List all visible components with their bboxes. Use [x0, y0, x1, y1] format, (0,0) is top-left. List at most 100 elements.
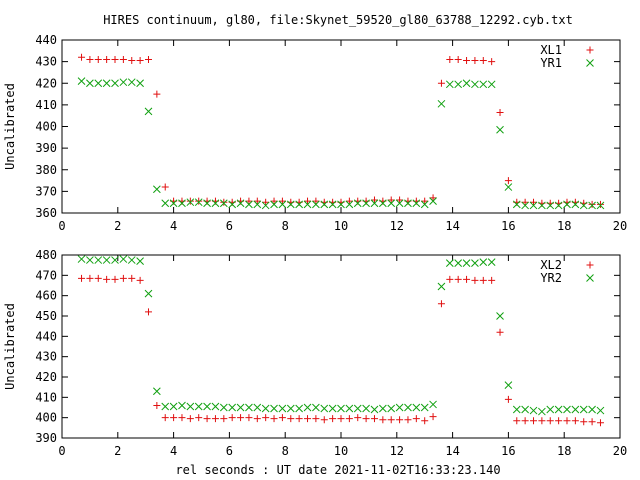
data-point — [378, 199, 387, 208]
data-point — [261, 201, 270, 210]
data-point — [312, 403, 320, 412]
data-point — [554, 405, 563, 414]
data-point — [303, 403, 312, 412]
data-point — [253, 415, 261, 423]
data-point — [262, 198, 270, 206]
data-point — [345, 200, 354, 209]
data-point — [429, 400, 437, 409]
data-point — [353, 199, 362, 208]
data-point — [228, 414, 236, 422]
data-point — [479, 258, 488, 266]
data-point — [504, 381, 513, 389]
data-point — [136, 257, 144, 265]
data-point — [580, 418, 588, 426]
data-point — [203, 402, 211, 411]
data-point — [370, 199, 379, 208]
data-point — [437, 300, 445, 308]
data-point — [253, 200, 262, 209]
data-point — [94, 79, 103, 88]
data-point — [596, 406, 605, 415]
data-point — [379, 416, 387, 424]
data-point — [471, 259, 479, 267]
data-point — [144, 289, 153, 298]
data-point — [119, 274, 127, 282]
data-point — [211, 402, 220, 411]
data-point — [211, 415, 219, 423]
data-point — [328, 404, 337, 413]
data-point — [219, 199, 228, 208]
data-point — [270, 404, 278, 413]
x-tick-label: 6 — [226, 444, 233, 458]
data-point — [563, 417, 571, 425]
y-tick-label: 420 — [35, 370, 57, 384]
data-point — [153, 401, 161, 409]
data-point — [153, 387, 161, 396]
data-point — [454, 259, 463, 267]
y-tick-label: 470 — [35, 268, 57, 282]
data-point — [395, 199, 404, 208]
data-point — [504, 395, 512, 403]
data-point — [504, 183, 513, 191]
data-point — [512, 405, 521, 414]
data-point — [270, 197, 278, 205]
data-point — [454, 55, 462, 63]
data-point — [328, 200, 337, 209]
data-point — [596, 419, 604, 427]
data-point — [295, 404, 304, 413]
data-point — [345, 415, 353, 423]
data-point — [362, 199, 370, 208]
data-point — [287, 415, 295, 423]
data-point — [479, 276, 487, 284]
data-point — [538, 407, 546, 416]
data-point — [236, 403, 245, 412]
data-point — [127, 256, 136, 264]
data-point — [94, 55, 102, 63]
data-point — [111, 79, 119, 88]
data-point — [362, 404, 370, 413]
data-point — [362, 415, 370, 423]
x-axis-label: rel seconds : UT date 2021-11-02T16:33:2… — [175, 463, 500, 477]
data-point — [195, 197, 203, 205]
data-point — [102, 79, 111, 88]
data-point — [270, 415, 278, 423]
data-point — [571, 405, 580, 414]
data-point — [337, 415, 345, 423]
data-point — [387, 404, 396, 413]
data-point — [312, 200, 320, 209]
x-tick-label: 18 — [557, 219, 571, 233]
data-point — [86, 55, 94, 63]
data-point — [312, 415, 320, 423]
data-point — [437, 99, 446, 108]
data-point — [286, 404, 295, 413]
data-point — [245, 200, 253, 209]
data-point — [445, 80, 454, 89]
data-point — [236, 199, 245, 208]
x-tick-label: 4 — [170, 444, 177, 458]
data-point — [588, 418, 596, 426]
data-point — [530, 198, 538, 206]
data-point — [588, 201, 596, 210]
data-point — [479, 57, 487, 65]
data-point — [546, 417, 554, 425]
data-point — [237, 414, 245, 422]
data-point — [412, 403, 421, 412]
data-point — [521, 405, 529, 414]
data-point — [253, 403, 262, 412]
data-point — [136, 57, 144, 65]
legend-marker — [586, 274, 594, 282]
data-point — [588, 200, 596, 208]
legend-label: XL1 — [540, 43, 562, 57]
data-point — [178, 414, 186, 422]
data-point — [144, 55, 152, 63]
data-point — [488, 276, 496, 284]
x-tick-label: 12 — [390, 219, 404, 233]
y-tick-label: 440 — [35, 329, 57, 343]
data-point — [119, 78, 128, 87]
y-tick-label: 410 — [35, 390, 57, 404]
y-tick-label: 430 — [35, 55, 57, 69]
data-point — [278, 414, 286, 422]
data-point — [529, 201, 538, 210]
data-point — [186, 197, 194, 205]
